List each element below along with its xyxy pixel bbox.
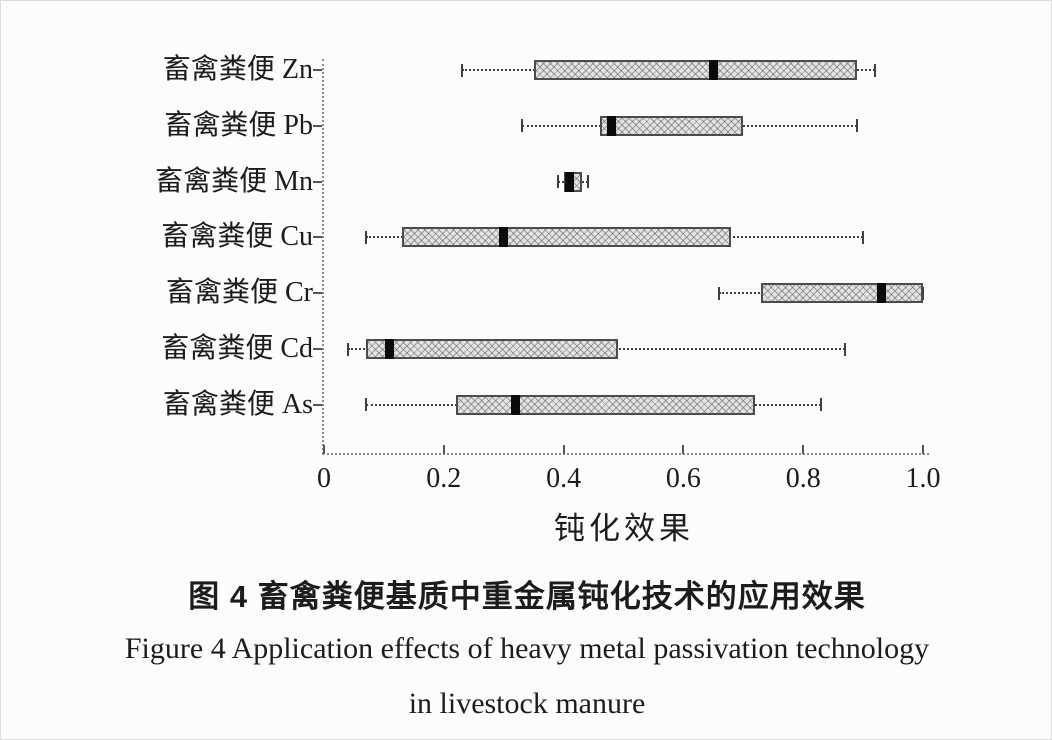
whisker-cap-low bbox=[460, 63, 463, 77]
y-axis-tick bbox=[313, 180, 322, 183]
y-axis-tick bbox=[313, 348, 322, 350]
figure-caption-en-line2: in livestock manure bbox=[408, 687, 646, 720]
category-label: 畜禽粪便 Mn bbox=[155, 165, 313, 197]
figure-caption-en-line1: Figure 4 Application effects of heavy me… bbox=[124, 632, 930, 665]
y-axis-line bbox=[322, 59, 324, 454]
whisker-cap-high bbox=[922, 286, 924, 300]
whisker-cap-low bbox=[346, 342, 349, 356]
x-axis-title: 钝化效果 bbox=[554, 511, 694, 546]
box bbox=[401, 227, 732, 248]
whisker-cap-low bbox=[364, 398, 367, 412]
x-axis-tick-label: 0.2 bbox=[426, 463, 462, 494]
whisker-cap-low bbox=[520, 119, 523, 133]
y-axis-tick bbox=[313, 69, 322, 71]
whisker-cap-low bbox=[364, 230, 367, 244]
figure-caption-zh: 图 4 畜禽粪便基质中重金属钝化技术的应用效果 bbox=[188, 579, 866, 614]
x-axis-tick bbox=[562, 445, 565, 454]
whisker-cap-high bbox=[862, 230, 865, 244]
median-marker bbox=[708, 60, 718, 80]
y-axis-tick bbox=[313, 292, 322, 295]
median-marker bbox=[876, 283, 886, 304]
whisker-cap-low bbox=[718, 286, 721, 300]
x-axis-tick bbox=[682, 445, 685, 454]
x-axis-tick-label: 0 bbox=[317, 463, 331, 494]
whisker-cap-high bbox=[856, 119, 859, 133]
box bbox=[533, 60, 858, 80]
box bbox=[365, 339, 618, 359]
whisker-cap-low bbox=[556, 175, 559, 189]
x-axis-tick-label: 0.6 bbox=[665, 463, 701, 494]
median-marker bbox=[565, 171, 575, 192]
y-axis-tick bbox=[313, 403, 322, 406]
box bbox=[761, 283, 923, 304]
x-axis-line bbox=[322, 453, 929, 455]
median-marker bbox=[511, 394, 521, 415]
x-axis-tick-label: 0.4 bbox=[546, 463, 582, 494]
box bbox=[599, 115, 744, 136]
x-axis-tick bbox=[922, 445, 924, 454]
median-marker bbox=[385, 339, 395, 359]
whisker-cap-high bbox=[844, 342, 847, 356]
category-label: 畜禽粪便 As bbox=[162, 388, 313, 420]
box bbox=[455, 394, 756, 415]
x-axis-tick-label: 1.0 bbox=[905, 463, 941, 494]
y-axis-tick bbox=[313, 124, 322, 127]
y-axis-tick bbox=[313, 236, 322, 239]
category-label: 畜禽粪便 Cu bbox=[161, 221, 313, 253]
category-label: 畜禽粪便 Cd bbox=[161, 333, 313, 364]
whisker-cap-high bbox=[586, 175, 589, 189]
x-axis-tick bbox=[442, 445, 445, 454]
x-axis-tick bbox=[323, 445, 325, 454]
category-label: 畜禽粪便 Zn bbox=[162, 54, 313, 85]
whisker-cap-high bbox=[820, 398, 823, 412]
category-label: 畜禽粪便 Pb bbox=[164, 109, 313, 141]
x-axis-tick bbox=[802, 445, 805, 454]
category-label: 畜禽粪便 Cr bbox=[165, 277, 313, 309]
whisker-cap-high bbox=[874, 63, 877, 77]
boxplot-chart: 畜禽粪便 Zn 畜禽粪便 Pb 畜禽粪便 Mn 畜禽粪便 Cu 畜禽粪便 Cr 畜禽粪便 … bbox=[1, 1, 1051, 561]
x-axis-tick-label: 0.8 bbox=[785, 463, 821, 494]
median-marker bbox=[499, 227, 509, 248]
median-marker bbox=[607, 115, 617, 136]
